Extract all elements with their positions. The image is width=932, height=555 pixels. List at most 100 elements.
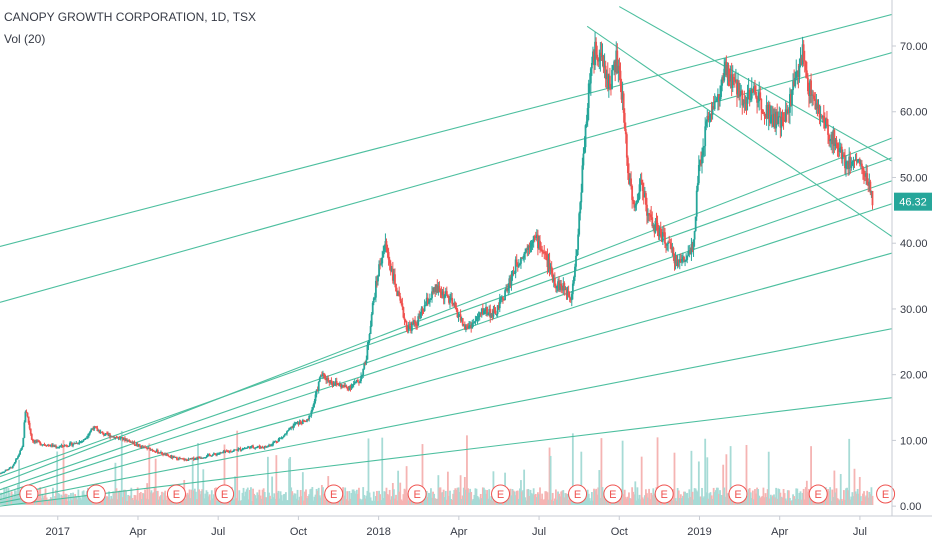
- volume-bar: [362, 487, 365, 505]
- candle-body: [845, 161, 847, 169]
- volume-bar: [422, 500, 425, 505]
- candle-body: [172, 456, 175, 459]
- earnings-marker: E: [215, 484, 235, 504]
- candle-body: [93, 426, 96, 430]
- volume-bar: [402, 494, 405, 505]
- last-price-tag: 46.32: [894, 192, 932, 211]
- volume-bar: [103, 496, 106, 505]
- volume-bar: [350, 493, 353, 505]
- candle-body: [740, 90, 743, 95]
- candle-body: [382, 251, 385, 258]
- candle-body: [204, 457, 207, 459]
- candle-body: [763, 113, 766, 117]
- volume-bar: [755, 493, 757, 505]
- candle-body: [417, 316, 420, 326]
- candle-body: [754, 86, 756, 93]
- volume-bar: [355, 489, 358, 505]
- candle-body: [13, 462, 16, 465]
- volume-bar: [871, 495, 874, 505]
- candle-body: [412, 322, 414, 324]
- candle-body: [392, 274, 395, 281]
- candle-body: [369, 326, 372, 334]
- earnings-circle: [808, 484, 828, 504]
- volume-indicator-label: Vol (20): [4, 32, 46, 46]
- volume-bar: [749, 492, 752, 505]
- candle-body: [838, 147, 841, 152]
- volume-bar: [471, 500, 474, 505]
- candle-body: [280, 437, 283, 439]
- candle-body: [643, 193, 646, 198]
- volume-bar: [698, 496, 701, 505]
- volume-bar: [59, 499, 62, 505]
- candle-body: [65, 445, 68, 447]
- volume-bar: [130, 487, 133, 505]
- candle-body: [50, 444, 53, 447]
- candle-body: [620, 85, 623, 100]
- volume-bar: [326, 499, 329, 505]
- volume-bar: [242, 487, 245, 505]
- volume-bar: [111, 498, 114, 505]
- candle-body: [692, 239, 695, 250]
- candle-body: [226, 451, 229, 453]
- volume-bar: [678, 497, 681, 505]
- volume-bar: [443, 497, 446, 505]
- candle-body: [439, 291, 442, 293]
- volume-bar: [234, 476, 236, 505]
- volume-bar: [156, 490, 159, 505]
- candle-body: [713, 101, 716, 110]
- candle-body: [469, 325, 472, 327]
- trendline: [0, 137, 893, 484]
- candle-body: [438, 285, 441, 292]
- volume-bar: [344, 487, 347, 505]
- volume-bar: [598, 470, 601, 505]
- volume-bar: [308, 494, 311, 505]
- volume-bar: [486, 490, 488, 505]
- volume-bar: [297, 500, 300, 505]
- volume-bar: [264, 497, 267, 505]
- candle-body: [558, 281, 560, 290]
- candle-body: [132, 441, 135, 443]
- volume-bar: [310, 488, 313, 505]
- candle-body: [834, 139, 837, 146]
- volume-bar: [704, 438, 707, 505]
- candle-body: [455, 307, 458, 310]
- candle-body: [649, 214, 652, 216]
- candle-body: [792, 81, 794, 91]
- volume-bar: [340, 499, 342, 505]
- candle-body: [498, 299, 501, 309]
- candle-body: [102, 432, 105, 436]
- candle-body: [218, 453, 221, 455]
- candle-body: [75, 442, 78, 444]
- candle-body: [55, 446, 58, 448]
- volume-bar: [810, 446, 812, 505]
- candle-body: [658, 228, 661, 237]
- volume-bar: [114, 462, 117, 505]
- candle-body: [837, 148, 840, 152]
- earnings-label: E: [173, 489, 180, 501]
- volume-bar: [759, 498, 762, 505]
- earnings-marker: E: [876, 484, 896, 504]
- candle-body: [516, 265, 519, 267]
- volume-bar: [857, 493, 860, 505]
- volume-bar: [371, 500, 374, 505]
- candle-body: [426, 297, 429, 304]
- candle-body: [66, 446, 69, 448]
- candle-body: [798, 66, 801, 77]
- candle-body: [73, 443, 76, 445]
- volume-bar: [282, 494, 285, 505]
- candle-body: [443, 294, 446, 299]
- candle-body: [839, 146, 842, 148]
- volume-bar: [134, 495, 137, 505]
- earnings-marker: E: [603, 484, 623, 504]
- candle-body: [98, 430, 101, 434]
- candle-body: [208, 454, 211, 456]
- volume-bar: [56, 451, 59, 505]
- candle-body: [389, 263, 392, 272]
- candle-body: [757, 101, 760, 103]
- volume-bar: [237, 500, 240, 505]
- candle-body: [432, 291, 434, 293]
- candle-body: [484, 310, 486, 312]
- volume-bar: [829, 487, 832, 505]
